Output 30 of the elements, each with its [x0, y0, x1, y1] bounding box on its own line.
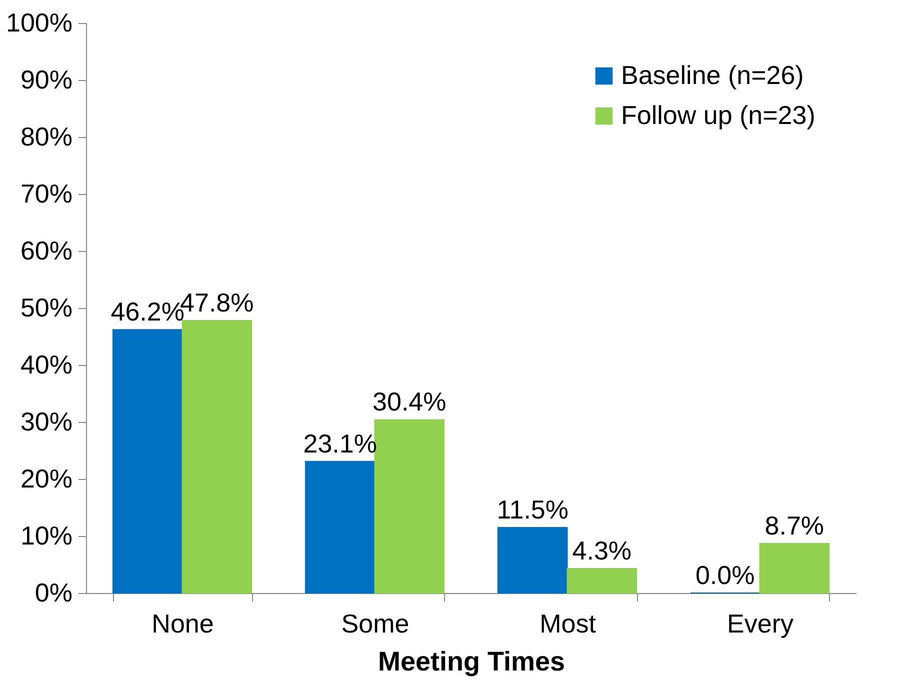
y-tick-label: 10%: [20, 520, 72, 550]
legend-label: Baseline (n=26): [621, 60, 804, 90]
data-label: 8.7%: [764, 510, 824, 540]
data-label: 30.4%: [372, 386, 446, 417]
y-tick-label: 50%: [20, 292, 72, 322]
bar: [759, 542, 830, 594]
y-tick-label: 90%: [20, 64, 72, 94]
y-tick-label: 70%: [20, 178, 72, 208]
bar: [304, 460, 376, 594]
y-tick-label: 40%: [20, 350, 72, 380]
data-label: 11.5%: [496, 494, 568, 524]
y-tick-label: 30%: [20, 406, 72, 436]
data-label: 4.3%: [572, 535, 632, 566]
bar: [112, 329, 183, 594]
y-tick-label: 100%: [6, 8, 72, 38]
x-tick-label: Every: [727, 608, 794, 638]
x-tick-label: Some: [341, 608, 410, 638]
x-tick-label: Most: [540, 608, 597, 638]
x-tick-label: None: [152, 608, 214, 638]
legend-label: Follow up (n=23): [621, 100, 816, 130]
x-axis-title: Meeting Times: [378, 646, 566, 676]
y-tick-label: 80%: [20, 122, 72, 152]
y-tick-label: 0%: [34, 578, 72, 608]
y-tick-label: 20%: [20, 464, 72, 494]
bar: [374, 419, 445, 594]
bar: [497, 526, 568, 594]
bar: [182, 320, 252, 594]
y-tick-label: 60%: [20, 236, 72, 266]
data-label: 0.0%: [695, 560, 755, 590]
bar: [566, 568, 638, 594]
